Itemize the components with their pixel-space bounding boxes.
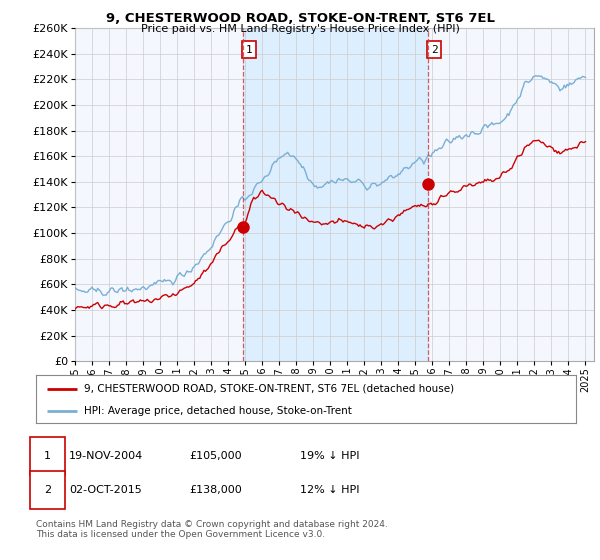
Text: 12% ↓ HPI: 12% ↓ HPI: [300, 485, 359, 495]
Bar: [243, 28, 428, 361]
Text: 2: 2: [44, 485, 51, 495]
Text: Contains HM Land Registry data © Crown copyright and database right 2024.
This d: Contains HM Land Registry data © Crown c…: [36, 520, 388, 539]
Text: 2: 2: [431, 45, 437, 55]
Text: 9, CHESTERWOOD ROAD, STOKE-ON-TRENT, ST6 7EL: 9, CHESTERWOOD ROAD, STOKE-ON-TRENT, ST6…: [106, 12, 494, 25]
Text: Price paid vs. HM Land Registry's House Price Index (HPI): Price paid vs. HM Land Registry's House …: [140, 24, 460, 34]
Text: 9, CHESTERWOOD ROAD, STOKE-ON-TRENT, ST6 7EL (detached house): 9, CHESTERWOOD ROAD, STOKE-ON-TRENT, ST6…: [83, 384, 454, 394]
Text: 1: 1: [245, 45, 253, 55]
Text: HPI: Average price, detached house, Stoke-on-Trent: HPI: Average price, detached house, Stok…: [83, 406, 352, 416]
Text: 19-NOV-2004: 19-NOV-2004: [69, 451, 143, 461]
Text: 19% ↓ HPI: 19% ↓ HPI: [300, 451, 359, 461]
Text: 02-OCT-2015: 02-OCT-2015: [69, 485, 142, 495]
Text: £138,000: £138,000: [189, 485, 242, 495]
Text: £105,000: £105,000: [189, 451, 242, 461]
Text: 1: 1: [44, 451, 51, 461]
